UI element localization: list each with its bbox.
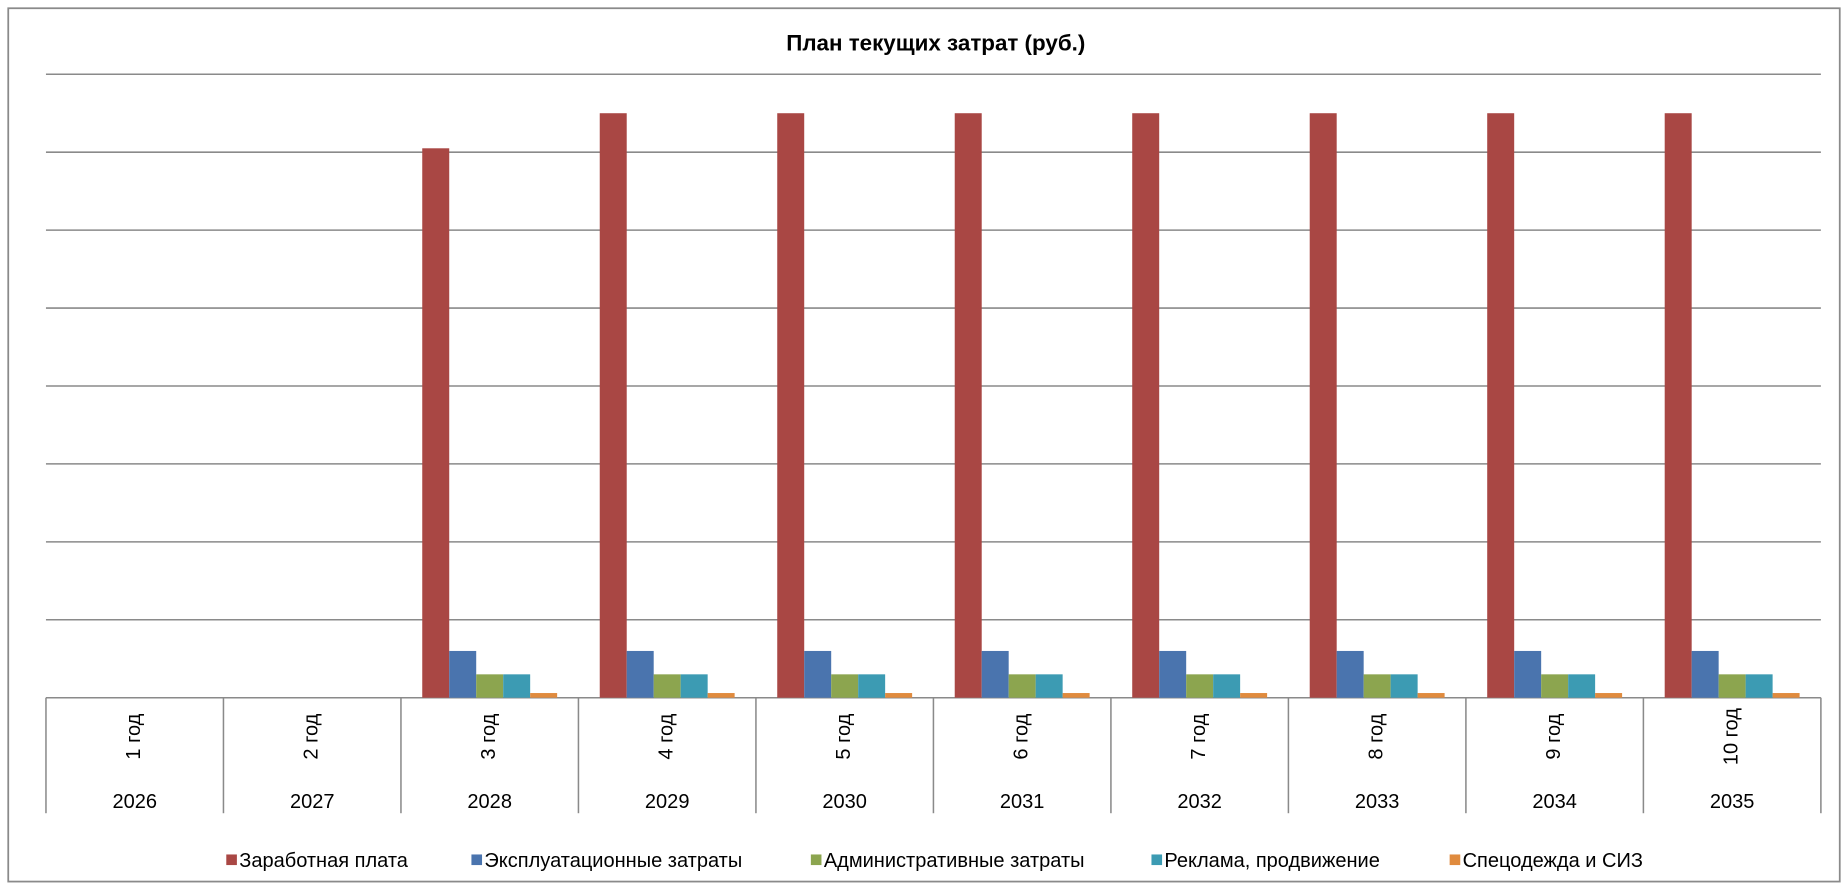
x-tick-label: 4 год (655, 713, 677, 759)
bar (1514, 650, 1542, 698)
x-group-label: 2033 (1355, 791, 1400, 813)
bar (653, 674, 681, 698)
legend-swatch (1151, 854, 1163, 866)
bar (1595, 693, 1623, 698)
bar (1417, 693, 1445, 698)
bar (981, 650, 1009, 698)
x-group-label: 2029 (645, 791, 690, 813)
legend-label: Административные затраты (824, 850, 1085, 872)
legend-label: Заработная плата (239, 850, 409, 872)
bar (1008, 674, 1036, 698)
chart-border (7, 7, 1841, 883)
bar (1062, 693, 1090, 698)
bar (1772, 693, 1800, 698)
bar (449, 650, 477, 698)
bar (1664, 113, 1692, 698)
bar (1568, 674, 1596, 698)
bar (1132, 113, 1160, 698)
bar (804, 650, 832, 698)
x-group-label: 2028 (467, 791, 512, 813)
bar (422, 148, 450, 698)
bar (530, 693, 558, 698)
x-group-label: 2031 (1000, 791, 1045, 813)
x-tick-label: 8 год (1365, 713, 1387, 759)
x-tick-label: 2 год (301, 713, 323, 759)
bar (1363, 674, 1391, 698)
bar (1309, 113, 1337, 698)
bar (1159, 650, 1187, 698)
x-group-label: 2030 (822, 791, 867, 813)
bar (503, 674, 531, 698)
x-tick-label: 1 год (123, 713, 145, 759)
x-tick-label: 3 год (478, 713, 500, 759)
bar (831, 674, 859, 698)
bar (1213, 674, 1241, 698)
bar (1745, 674, 1773, 698)
x-group-label: 2026 (112, 791, 157, 813)
legend-swatch (1449, 854, 1461, 866)
bar (1718, 674, 1746, 698)
bar (1487, 113, 1515, 698)
bar (680, 674, 708, 698)
bar (1390, 674, 1418, 698)
bar (954, 113, 982, 698)
x-group-label: 2032 (1177, 791, 1222, 813)
bar (1035, 674, 1063, 698)
legend-swatch (810, 854, 822, 866)
bar (777, 113, 805, 698)
bar (1186, 674, 1214, 698)
bar (707, 693, 735, 698)
x-group-label: 2035 (1710, 791, 1755, 813)
bar (476, 674, 504, 698)
bar (858, 674, 886, 698)
legend-label: Реклама, продвижение (1164, 850, 1379, 872)
bar (599, 113, 627, 698)
bar (1336, 650, 1364, 698)
legend-label: Эксплуатационные затраты (484, 850, 742, 872)
bar (1541, 674, 1569, 698)
x-tick-label: 7 год (1188, 713, 1210, 759)
x-tick-label: 9 год (1543, 713, 1565, 759)
x-tick-label: 5 год (833, 713, 855, 759)
bar (1691, 650, 1719, 698)
bar (626, 650, 654, 698)
x-group-label: 2027 (290, 791, 335, 813)
bar (885, 693, 913, 698)
x-tick-label: 10 год (1720, 708, 1742, 765)
bar (1240, 693, 1268, 698)
chart-title: План текущих затрат (руб.) (786, 31, 1085, 56)
legend-swatch (471, 854, 483, 866)
x-group-label: 2034 (1532, 791, 1577, 813)
x-tick-label: 6 год (1010, 713, 1032, 759)
legend-label: Спецодежда и СИЗ (1463, 850, 1643, 872)
legend-swatch (226, 854, 237, 866)
